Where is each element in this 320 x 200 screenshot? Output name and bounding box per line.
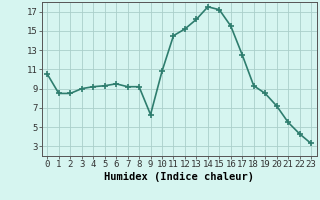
- X-axis label: Humidex (Indice chaleur): Humidex (Indice chaleur): [104, 172, 254, 182]
